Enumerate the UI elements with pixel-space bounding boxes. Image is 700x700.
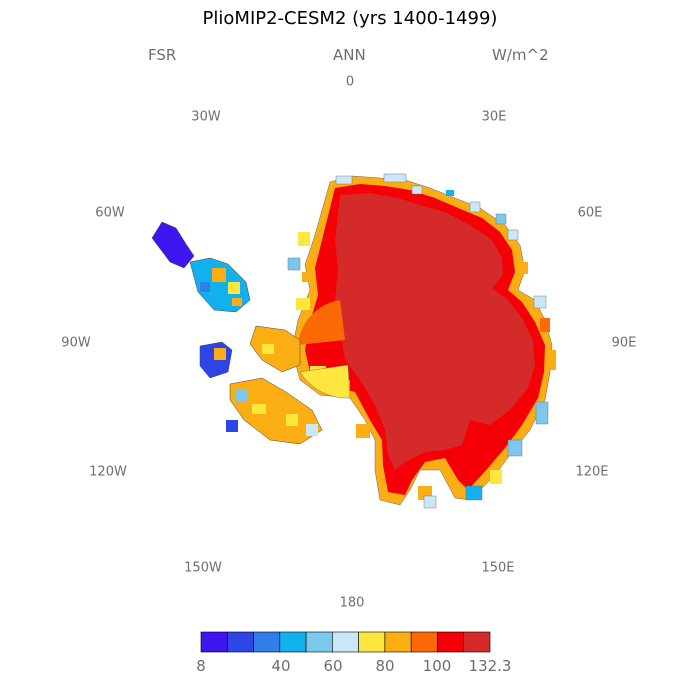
antarctica-landmass [287,173,556,509]
colorbar-swatch [332,631,359,653]
colorbar-label-132: 132.3 [468,657,512,675]
colorbar-swatch [305,631,333,653]
colorbar-label-100: 100 [422,657,452,675]
lon-label-180: 180 [339,595,365,611]
colorbar-swatch [384,631,412,653]
interior-max [335,193,535,470]
ice-shelf-fan [298,300,351,399]
colorbar-swatch [253,631,281,653]
lon-label-120w: 120W [89,464,127,480]
lon-label-0: 0 [345,74,355,90]
lon-label-30e: 30E [481,109,507,125]
season-label: ANN [333,46,366,64]
lon-label-120e: 120E [575,464,609,480]
colorbar-label-8: 8 [196,657,206,675]
peninsula-islands [151,221,323,445]
colorbar-swatch [463,631,491,653]
colorbar-swatch [358,631,386,653]
lon-label-150w: 150W [184,560,222,576]
colorbar-swatch [226,631,254,653]
colorbar-label-40: 40 [271,657,291,675]
lon-label-60e: 60E [577,205,603,221]
colorbar-swatch [279,631,307,653]
colorbar-swatch [410,631,438,653]
lon-label-60w: 60W [95,205,125,221]
units-label: W/m^2 [492,46,549,64]
figure-title: PlioMIP2-CESM2 (yrs 1400-1499) [202,8,498,29]
lon-label-90e: 90E [611,335,637,351]
variable-label: FSR [148,46,177,64]
colorbar-swatch [437,631,465,653]
colorbar-label-60: 60 [323,657,343,675]
lon-label-30w: 30W [191,109,221,125]
colorbar-label-80: 80 [375,657,395,675]
colorbar-swatch [200,631,228,653]
lon-label-150e: 150E [481,560,515,576]
lon-label-90w: 90W [61,335,91,351]
